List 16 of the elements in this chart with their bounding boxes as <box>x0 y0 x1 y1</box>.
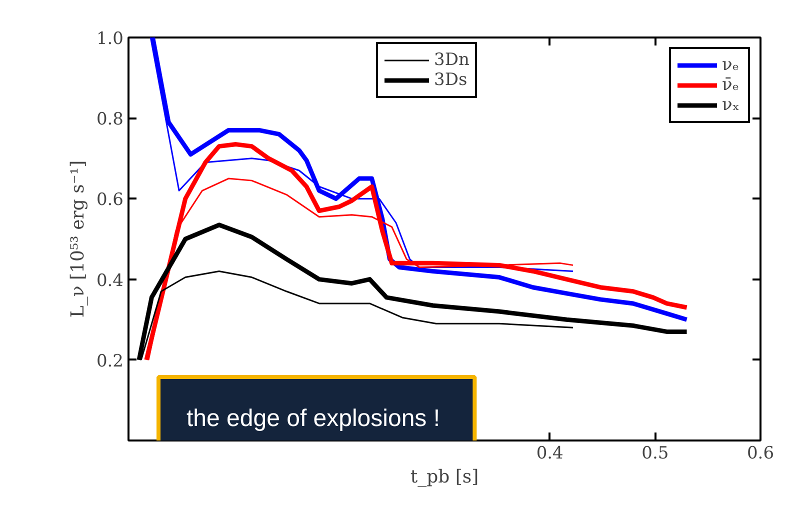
x-tick-label: 0.6 <box>746 444 774 464</box>
annotation: 3Ds <box>434 70 468 90</box>
y-tick-label: 0.2 <box>96 351 124 372</box>
y-tick-label: 0.4 <box>96 270 124 291</box>
annotation: νₑ <box>722 55 740 75</box>
x-tick-label: 0.5 <box>642 444 669 464</box>
x-axis-title: t_pb [s] <box>410 466 479 488</box>
y-axis-title: L_ν [10⁵³ erg s⁻¹] <box>67 160 88 318</box>
annotation: νₓ <box>722 95 741 115</box>
annotation: the edge of explosions ! <box>186 405 440 432</box>
y-tick-label: 0.8 <box>96 110 124 130</box>
annotation: 3Dn <box>434 50 470 70</box>
annotation: ν̄ₑ <box>722 75 740 95</box>
y-tick-label: 1.0 <box>96 29 124 49</box>
x-tick-label: 0.4 <box>536 444 564 464</box>
y-tick-label: 0.6 <box>96 190 124 210</box>
